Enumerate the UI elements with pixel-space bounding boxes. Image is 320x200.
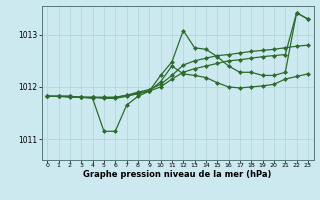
X-axis label: Graphe pression niveau de la mer (hPa): Graphe pression niveau de la mer (hPa) [84,170,272,179]
